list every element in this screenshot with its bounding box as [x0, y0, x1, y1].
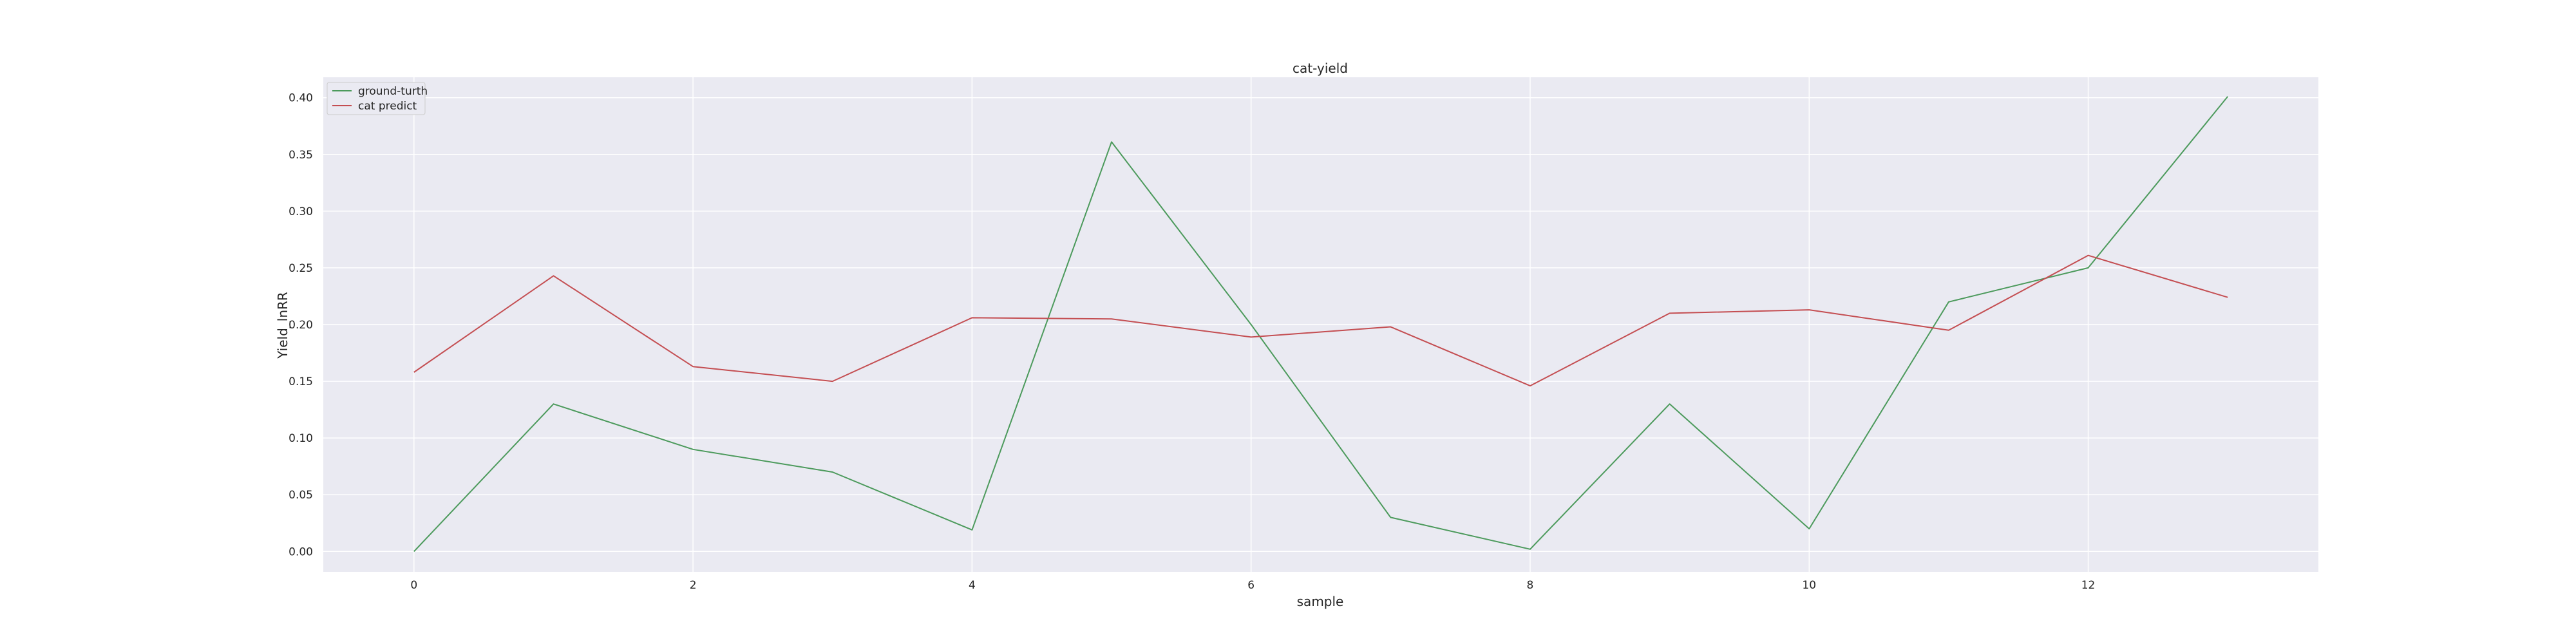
y-tick-label: 0.30 — [289, 205, 313, 218]
series-lines — [413, 96, 2228, 552]
x-tick-label: 0 — [410, 579, 417, 592]
y-tick-label: 0.20 — [289, 319, 313, 332]
grid-lines — [323, 77, 2318, 572]
y-axis-ticks: 0.00 0.05 0.10 0.15 0.20 0.25 0.30 0.35 0.40 — [289, 92, 313, 559]
x-axis-label: sample — [1297, 594, 1344, 609]
legend-label-cat-predict: cat predict — [358, 100, 417, 113]
y-tick-label: 0.40 — [289, 92, 313, 105]
x-tick-label: 10 — [1802, 579, 1816, 592]
x-tick-label: 4 — [969, 579, 976, 592]
y-tick-label: 0.15 — [289, 375, 313, 388]
y-axis-label: Yield_lnRR — [275, 292, 290, 359]
y-tick-label: 0.10 — [289, 432, 313, 445]
series-line-cat-predict — [413, 254, 2228, 387]
x-tick-label: 8 — [1527, 579, 1534, 592]
legend-label-ground-turth: ground-turth — [358, 85, 428, 98]
y-tick-label: 0.35 — [289, 149, 313, 162]
y-tick-label: 0.00 — [289, 545, 313, 558]
y-tick-label: 0.25 — [289, 262, 313, 275]
x-axis-ticks: 0 2 4 6 8 10 12 — [410, 579, 2095, 592]
x-tick-label: 2 — [690, 579, 697, 592]
x-tick-label: 12 — [2081, 579, 2096, 592]
x-tick-label: 6 — [1247, 579, 1255, 592]
legend: ground-turth cat predict — [327, 82, 428, 115]
series-line-ground-turth — [413, 96, 2228, 552]
chart-title: cat-yield — [1293, 61, 1348, 76]
y-tick-label: 0.05 — [289, 489, 313, 502]
